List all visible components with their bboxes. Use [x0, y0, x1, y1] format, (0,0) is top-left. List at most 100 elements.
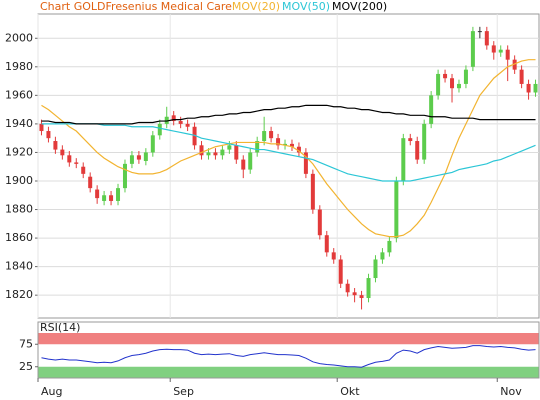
candle-body	[505, 49, 510, 60]
moving-average-line	[41, 123, 536, 182]
candle-body	[262, 131, 267, 142]
candle-body	[345, 283, 350, 293]
x-tick-label: Aug	[41, 385, 62, 398]
candle-body	[248, 152, 253, 170]
candle-body	[380, 252, 385, 260]
legend-entry: MOV(20)	[232, 0, 280, 13]
y-tick-label: 2000	[5, 31, 33, 44]
candle-body	[164, 116, 169, 124]
x-tick-label: Sep	[173, 385, 194, 398]
candle-body	[436, 73, 441, 96]
legend-entry: MOV(50)	[282, 0, 330, 13]
overbought-band	[38, 333, 539, 345]
candle-body	[470, 31, 475, 67]
candle-body	[39, 123, 44, 132]
candle-body	[512, 59, 517, 70]
legend-entry: MOV(200)	[332, 0, 387, 13]
candle-body	[269, 131, 274, 139]
candle-body	[199, 145, 204, 156]
candle-body	[227, 145, 232, 150]
candle-body	[109, 195, 114, 201]
candle-body	[241, 159, 246, 170]
candle-body	[359, 295, 364, 299]
candle-body	[408, 138, 413, 142]
moving-average-line	[41, 59, 536, 238]
candle-body	[366, 278, 371, 299]
candle-body	[74, 162, 79, 164]
candle-body	[102, 195, 107, 201]
candle-body	[116, 188, 121, 201]
candle-body	[303, 152, 308, 174]
candle-body	[310, 173, 315, 210]
candle-body	[484, 31, 489, 46]
rsi-line	[41, 345, 536, 368]
candle-body	[157, 123, 162, 136]
candle-body	[429, 95, 434, 124]
y-tick-label: 1940	[5, 117, 33, 130]
candle-body	[443, 73, 448, 79]
candle-body	[296, 146, 301, 153]
candle-body	[373, 259, 378, 279]
x-tick-label: Okt	[340, 385, 360, 398]
candle-body	[192, 126, 197, 146]
candle-body	[338, 259, 343, 284]
candle-body	[289, 143, 294, 147]
plot-area	[37, 13, 540, 319]
candle-body	[498, 49, 503, 53]
candle-body	[450, 78, 455, 89]
y-tick-label: 25	[19, 360, 33, 373]
y-tick-label: 1860	[5, 231, 33, 244]
candle-body	[422, 123, 427, 160]
candle-body	[415, 141, 420, 160]
y-tick-label: 1880	[5, 203, 33, 216]
candle-body	[533, 83, 538, 93]
candle-body	[276, 138, 281, 146]
candle-body	[220, 149, 225, 156]
candle-body	[81, 166, 86, 174]
moving-average-line	[41, 104, 536, 125]
candle-body	[206, 152, 211, 156]
candle-body	[234, 145, 239, 160]
candle-body	[143, 152, 148, 162]
y-tick-label: 1840	[5, 260, 33, 273]
candle-body	[352, 292, 357, 296]
candle-body	[46, 131, 51, 139]
y-tick-label: 1820	[5, 288, 33, 301]
candle-body	[150, 135, 155, 153]
candle-body	[519, 69, 524, 84]
candle-body	[317, 209, 322, 236]
candle-body	[255, 141, 260, 153]
chart-title: Chart GOLDFresenius Medical Care	[40, 0, 232, 13]
candle-body	[456, 83, 461, 89]
candle-body	[178, 121, 183, 124]
candle-body	[60, 149, 65, 156]
y-tick-label: 1920	[5, 145, 33, 158]
candle-body	[331, 252, 336, 260]
y-tick-label: 1900	[5, 174, 33, 187]
candle-body	[122, 163, 127, 189]
candle-body	[95, 189, 100, 199]
candle-body	[171, 115, 176, 122]
oversold-band	[38, 366, 539, 378]
candle-body	[324, 235, 329, 253]
candle-body	[88, 176, 93, 189]
candle-body	[53, 141, 58, 150]
y-tick-label: 1980	[5, 60, 33, 73]
candle-body	[185, 123, 190, 127]
candle-body	[401, 138, 406, 181]
plot-frame	[37, 321, 540, 379]
legend: Chart GOLDFresenius Medical Care MOV(20)…	[40, 0, 387, 13]
candle-body	[491, 45, 496, 53]
y-tick-label: 1960	[5, 88, 33, 101]
x-tick-label: Nov	[500, 385, 522, 398]
candle-body	[394, 180, 399, 239]
candle-body	[526, 83, 531, 93]
candle-body	[136, 155, 141, 160]
candle-body	[463, 69, 468, 84]
panel-title: RSI(14)	[40, 321, 80, 334]
y-tick-label: 75	[19, 337, 33, 350]
candle-body	[129, 155, 134, 164]
candle-body	[387, 240, 392, 253]
candle-body	[477, 31, 482, 33]
